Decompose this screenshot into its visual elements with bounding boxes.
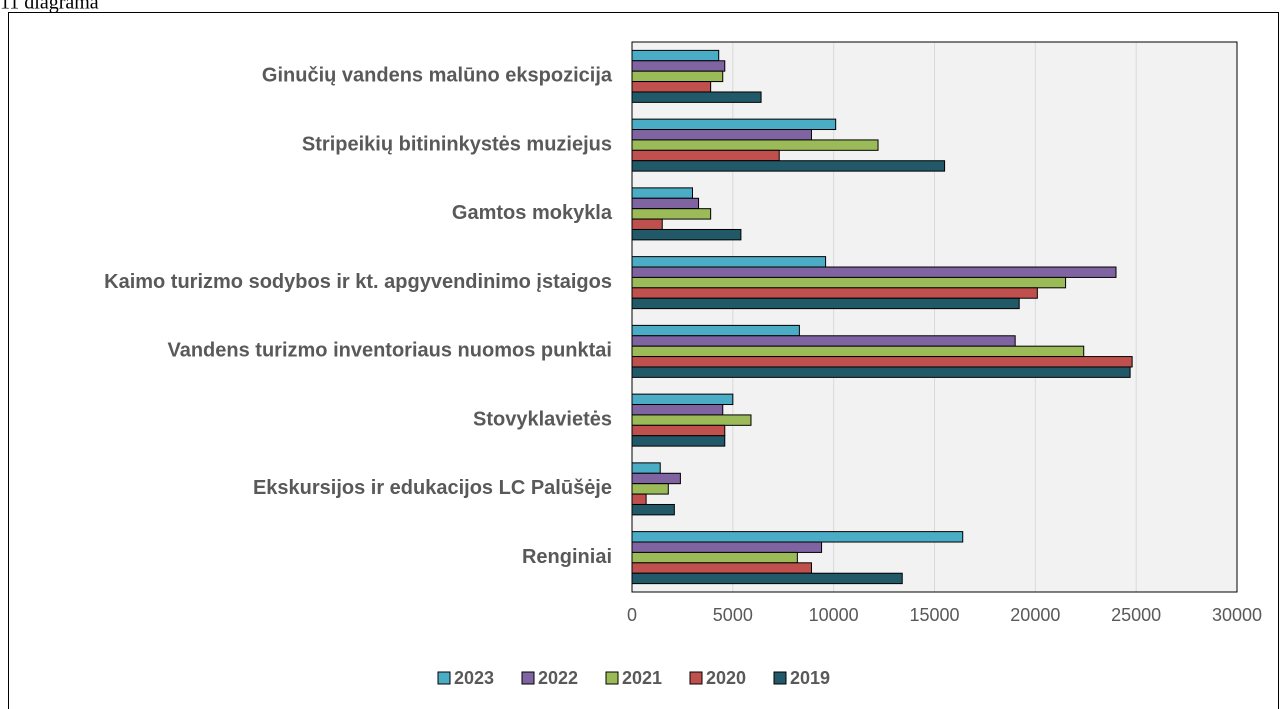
bar	[631, 228, 742, 241]
y-tick-label: Ginučių vandens malūno ekspozicija	[262, 65, 613, 87]
bar	[631, 139, 879, 151]
bar	[631, 462, 661, 474]
plot-border	[631, 41, 1238, 593]
legend-label: 2021	[622, 668, 662, 688]
bar	[631, 562, 812, 574]
bar	[631, 297, 1020, 310]
x-tick-label: 25000	[1111, 605, 1161, 625]
bar	[631, 276, 1067, 289]
bar	[631, 287, 1038, 299]
bar	[631, 91, 762, 103]
bar	[631, 483, 669, 495]
bar	[631, 218, 663, 230]
x-tick-label: 15000	[909, 605, 959, 625]
legend-label: 2022	[538, 668, 578, 688]
bar	[631, 541, 823, 553]
x-tick-label: 20000	[1010, 605, 1060, 625]
bar	[631, 149, 780, 162]
bar	[631, 493, 647, 505]
y-tick-label: Vandens turizmo inventoriaus nuomos punk…	[167, 340, 612, 362]
bar	[631, 197, 700, 210]
y-tick-label: Stovyklavietės	[473, 408, 612, 430]
bar	[631, 266, 1117, 278]
legend-swatch	[605, 671, 619, 685]
bar	[631, 160, 946, 172]
x-tick-label: 5000	[713, 605, 753, 625]
x-tick-label: 30000	[1212, 605, 1262, 625]
chart-title: 11 diagrama	[0, 0, 99, 14]
chart-frame	[8, 12, 1279, 709]
bar	[631, 187, 693, 199]
bar	[631, 256, 827, 268]
legend-label: 2023	[454, 668, 494, 688]
bar	[631, 503, 675, 516]
bar	[631, 366, 1131, 378]
legend-label: 2020	[706, 668, 746, 688]
bar	[631, 81, 712, 93]
bar	[631, 404, 724, 416]
legend-swatch	[521, 671, 535, 685]
y-tick-label: Gamtos mokykla	[452, 202, 613, 224]
bar	[631, 435, 726, 447]
bar	[631, 129, 812, 141]
bar	[631, 414, 752, 426]
bar	[631, 335, 1016, 347]
bar	[631, 531, 964, 543]
y-tick-label: Kaimo turizmo sodybos ir kt. apgyvendini…	[104, 271, 612, 293]
bar	[631, 208, 712, 220]
x-tick-label: 10000	[809, 605, 859, 625]
bar	[631, 472, 681, 485]
bar	[631, 424, 726, 437]
bar	[631, 324, 800, 337]
legend-swatch	[437, 671, 451, 685]
bar	[631, 393, 734, 406]
legend-label: 2019	[790, 668, 830, 688]
bar	[631, 60, 726, 72]
bar	[631, 345, 1085, 358]
y-tick-label: Renginiai	[522, 546, 612, 568]
bar	[631, 356, 1133, 368]
bar	[631, 551, 798, 564]
bar	[631, 70, 724, 83]
legend-swatch	[689, 671, 703, 685]
bar	[631, 572, 903, 585]
legend-swatch	[773, 671, 787, 685]
y-tick-label: Ekskursijos ir edukacijos LC Palūšėje	[253, 477, 612, 499]
bar	[631, 49, 720, 62]
bar	[631, 118, 837, 131]
x-tick-label: 0	[627, 605, 637, 625]
y-tick-label: Stripeikių bitininkystės muziejus	[302, 133, 612, 155]
